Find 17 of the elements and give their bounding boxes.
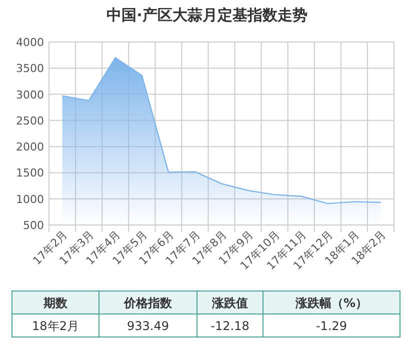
text: -12.18	[210, 319, 250, 333]
text: 期数	[42, 296, 68, 310]
chart-title: 中国·产区大蒜月定基指数走势	[106, 6, 308, 24]
text: 价格指数	[123, 296, 173, 310]
y-tick-label: 4000	[16, 36, 44, 49]
y-tick-label: 3500	[16, 62, 44, 76]
text: 涨跌幅（%）	[294, 296, 368, 310]
text: 18年2月	[32, 319, 79, 333]
y-tick-label: 2500	[16, 114, 44, 128]
y-tick-label: 1000	[16, 192, 44, 206]
text: 933.49	[127, 319, 169, 333]
text: -1.29	[316, 319, 348, 333]
y-tick-label: 3000	[16, 88, 44, 102]
text: 涨跌值	[211, 296, 248, 310]
y-tick-label: 2000	[16, 140, 44, 154]
y-tick-label: 1500	[16, 166, 44, 180]
y-tick-label: 500	[23, 219, 44, 232]
